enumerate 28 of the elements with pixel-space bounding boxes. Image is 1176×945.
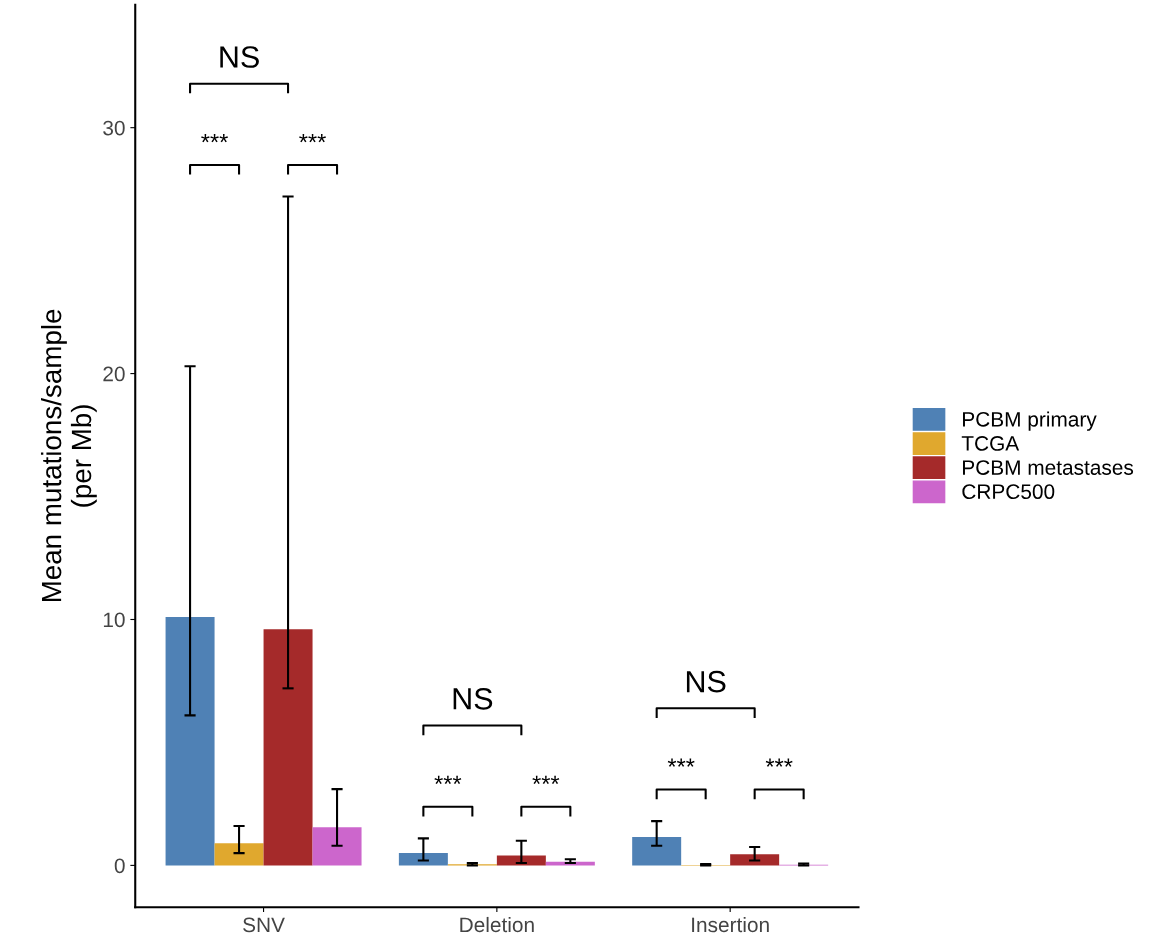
- bar: [632, 837, 682, 866]
- bar: [398, 853, 448, 866]
- legend-label: TCGA: [961, 436, 1020, 451]
- y-tick-label: 30: [103, 120, 125, 136]
- x-tick-label: SNV: [243, 917, 285, 933]
- legend-label: CRPC500: [962, 484, 1055, 500]
- bar: [730, 854, 780, 866]
- annotation: ***: [532, 775, 560, 785]
- bar: [312, 827, 362, 866]
- annotation: NS: [453, 688, 493, 710]
- annotation: ***: [667, 758, 695, 767]
- annotation: ***: [434, 775, 462, 785]
- bar: [214, 843, 264, 866]
- annotation: NS: [220, 46, 259, 68]
- annotation: ***: [201, 133, 228, 143]
- y-tick-label: 10: [103, 612, 125, 628]
- y-tick-label: 0: [114, 858, 125, 874]
- bar: [263, 629, 313, 866]
- y-axis-title: Mean mutations/sample (per Mb): [40, 309, 97, 602]
- x-tick-label: Deletion: [460, 916, 534, 933]
- annotation: ***: [299, 133, 326, 143]
- legend-label: PCBM primary: [963, 411, 1097, 431]
- annotation: ***: [765, 758, 793, 767]
- x-tick-label: Insertion: [692, 916, 769, 933]
- bar: [165, 617, 215, 866]
- y-tick-label: 20: [103, 366, 125, 382]
- annotation: NS: [686, 670, 726, 693]
- legend-label: PCBM metastases: [963, 460, 1134, 475]
